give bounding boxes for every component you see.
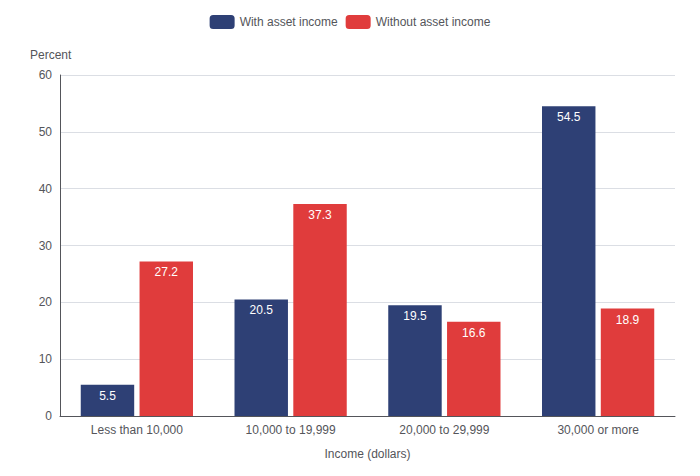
svg-text:37.3: 37.3 — [308, 208, 332, 222]
svg-text:Percent: Percent — [30, 48, 72, 62]
svg-text:19.5: 19.5 — [403, 309, 427, 323]
svg-text:18.9: 18.9 — [616, 313, 640, 327]
svg-text:50: 50 — [39, 125, 53, 139]
svg-text:10: 10 — [39, 352, 53, 366]
svg-text:60: 60 — [39, 68, 53, 82]
svg-text:5.5: 5.5 — [99, 389, 116, 403]
svg-text:Without asset income: Without asset income — [376, 15, 491, 29]
svg-text:0: 0 — [45, 409, 52, 423]
svg-text:40: 40 — [39, 182, 53, 196]
svg-text:Income (dollars): Income (dollars) — [324, 447, 410, 461]
svg-text:30,000 or more: 30,000 or more — [557, 423, 639, 437]
svg-text:30: 30 — [39, 239, 53, 253]
svg-text:Less than 10,000: Less than 10,000 — [91, 423, 183, 437]
svg-text:20,000 to 29,999: 20,000 to 29,999 — [399, 423, 489, 437]
svg-text:10,000 to 19,999: 10,000 to 19,999 — [246, 423, 336, 437]
svg-text:16.6: 16.6 — [462, 326, 486, 340]
svg-text:20.5: 20.5 — [250, 303, 274, 317]
svg-text:With asset income: With asset income — [240, 15, 338, 29]
svg-text:27.2: 27.2 — [155, 265, 179, 279]
svg-text:20: 20 — [39, 295, 53, 309]
svg-text:54.5: 54.5 — [557, 110, 581, 124]
